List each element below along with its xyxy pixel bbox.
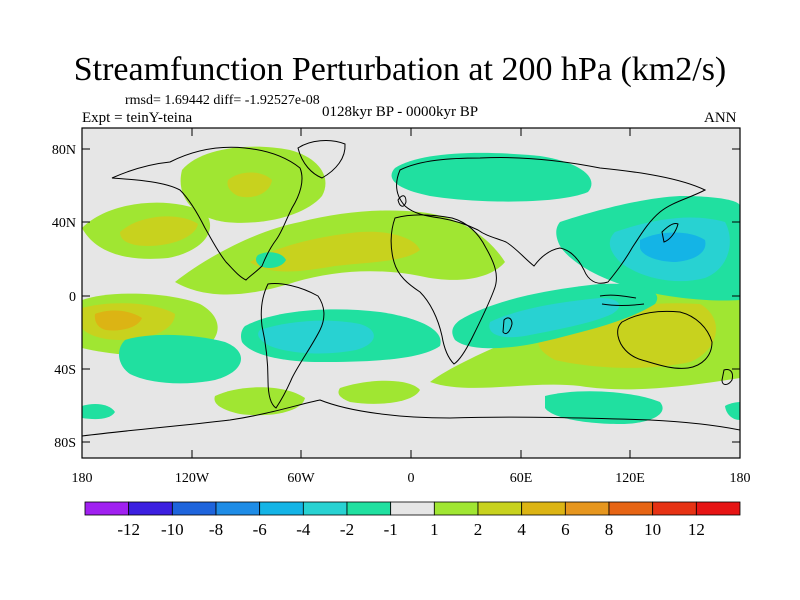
anomaly-atlantic-core: [250, 231, 420, 272]
y-tick-40n: 40N: [52, 216, 76, 231]
y-tick-80s: 80S: [54, 436, 76, 451]
colorbar-swatch: [346, 501, 392, 516]
colorbar-swatch: [564, 501, 610, 516]
colorbar-swatch: [477, 501, 523, 516]
colorbar-swatch: [695, 501, 741, 516]
colorbar-label: 1: [430, 520, 439, 539]
coast-south-america: [260, 283, 325, 409]
y-tick-80n: 80N: [52, 143, 76, 158]
colorbar-label: -10: [161, 520, 184, 539]
anomaly-north-america-core: [227, 172, 272, 198]
y-tick-0: 0: [69, 290, 76, 305]
colorbar-label: -12: [117, 520, 140, 539]
colorbar-swatch: [521, 501, 566, 516]
colorbar-swatch: [302, 501, 348, 516]
y-tick-40s: 40S: [54, 363, 76, 378]
coast-indonesia: [599, 294, 645, 306]
x-tick-180e: 180: [730, 471, 751, 486]
x-tick-120e: 120E: [615, 471, 645, 486]
coast-africa: [390, 214, 497, 365]
coast-north-america: [111, 146, 303, 281]
colorbar-label: -8: [209, 520, 223, 539]
colorbar-swatch: [652, 501, 697, 516]
contour-field: [82, 128, 740, 458]
x-tick-60w: 60W: [287, 471, 315, 486]
colorbar-label: 12: [688, 520, 705, 539]
coast-new-zealand: [721, 369, 733, 385]
x-tick-60e: 60E: [510, 471, 533, 486]
colorbar-swatch: [433, 501, 479, 516]
map-axes: 80N 40N 0 40S 80S 180 120W 60W 0 60E 120…: [52, 127, 751, 486]
colorbar-swatch: [259, 501, 304, 516]
colorbar-label: 2: [474, 520, 483, 539]
anomaly-pacific-north-core: [120, 216, 198, 246]
coast-japan: [661, 223, 679, 243]
colorbar: -12 -10 -8 -6 -4 -2 -1 1 2 4 6 8 10 12: [84, 501, 741, 539]
anomaly-indian-ocean-core: [489, 298, 620, 338]
anomaly-north-pacific-max: [640, 232, 706, 262]
colorbar-swatch: [171, 501, 217, 516]
anomaly-south-pacific-small: [82, 404, 115, 420]
coast-europe-asia: [396, 156, 707, 284]
colorbar-label: 8: [605, 520, 614, 539]
anomaly-caribbean: [255, 252, 286, 268]
colorbar-swatch: [84, 501, 130, 516]
colorbar-swatch: [215, 501, 261, 516]
coast-greenland: [297, 140, 346, 179]
colorbar-swatch: [608, 501, 654, 516]
colorbar-label: -4: [296, 520, 311, 539]
coast-australia: [617, 310, 713, 369]
coast-britain: [397, 195, 407, 207]
x-tick-120w: 120W: [175, 471, 210, 486]
colorbar-label: 4: [517, 520, 526, 539]
anomaly-south-pacific-west-max: [94, 310, 142, 331]
anomaly-eurasia-arctic: [391, 152, 592, 202]
anomaly-south-pacific-east: [118, 334, 242, 384]
anomaly-dateline-south: [725, 402, 740, 420]
period-label: 0128kyr BP - 0000kyr BP: [322, 104, 479, 120]
anomaly-southern-ocean-west: [214, 387, 305, 416]
colorbar-label: -1: [384, 520, 398, 539]
coast-antarctica: [82, 399, 740, 437]
x-tick-0: 0: [408, 471, 415, 486]
anomaly-south-atlantic: [338, 380, 420, 404]
colorbar-label: -2: [340, 520, 354, 539]
rmsd-diff-stats: rmsd= 1.69442 diff= -1.92527e-08: [125, 93, 320, 108]
anomaly-southern-ocean: [545, 391, 663, 424]
coastlines: [82, 140, 740, 437]
experiment-label: Expt = teinY-teina: [82, 110, 193, 126]
season-label: ANN: [704, 110, 737, 126]
colorbar-label: 10: [644, 520, 661, 539]
coast-madagascar: [502, 317, 513, 335]
plot-title: Streamfunction Perturbation at 200 hPa (…: [73, 51, 727, 88]
colorbar-label: -6: [253, 520, 267, 539]
x-tick-180w: 180: [72, 471, 93, 486]
colorbar-swatch: [128, 501, 173, 516]
colorbar-swatch: [390, 501, 435, 516]
colorbar-label: 6: [561, 520, 570, 539]
